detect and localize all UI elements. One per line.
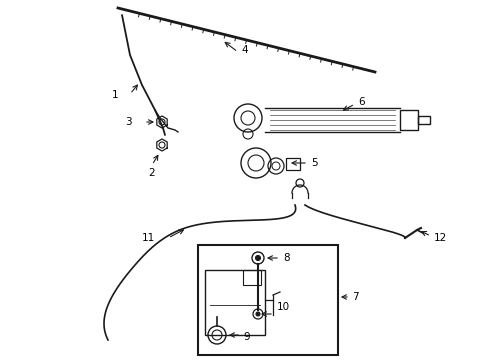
Text: 5: 5 [310, 158, 317, 168]
Circle shape [255, 256, 260, 261]
Text: 11: 11 [142, 233, 155, 243]
Bar [417, 116, 429, 124]
Bar [285, 158, 299, 170]
Text: 9: 9 [243, 332, 249, 342]
Bar [243, 270, 261, 285]
Circle shape [256, 312, 260, 316]
Bar [399, 110, 417, 130]
Text: 4: 4 [241, 45, 247, 55]
Text: 7: 7 [351, 292, 358, 302]
Bar [198, 245, 337, 355]
Text: 3: 3 [125, 117, 132, 127]
Text: 6: 6 [357, 97, 364, 107]
Bar [204, 270, 264, 335]
Text: 2: 2 [148, 168, 155, 178]
Text: 12: 12 [433, 233, 447, 243]
Text: 10: 10 [276, 302, 289, 312]
Text: 1: 1 [111, 90, 118, 100]
Text: 8: 8 [283, 253, 289, 263]
